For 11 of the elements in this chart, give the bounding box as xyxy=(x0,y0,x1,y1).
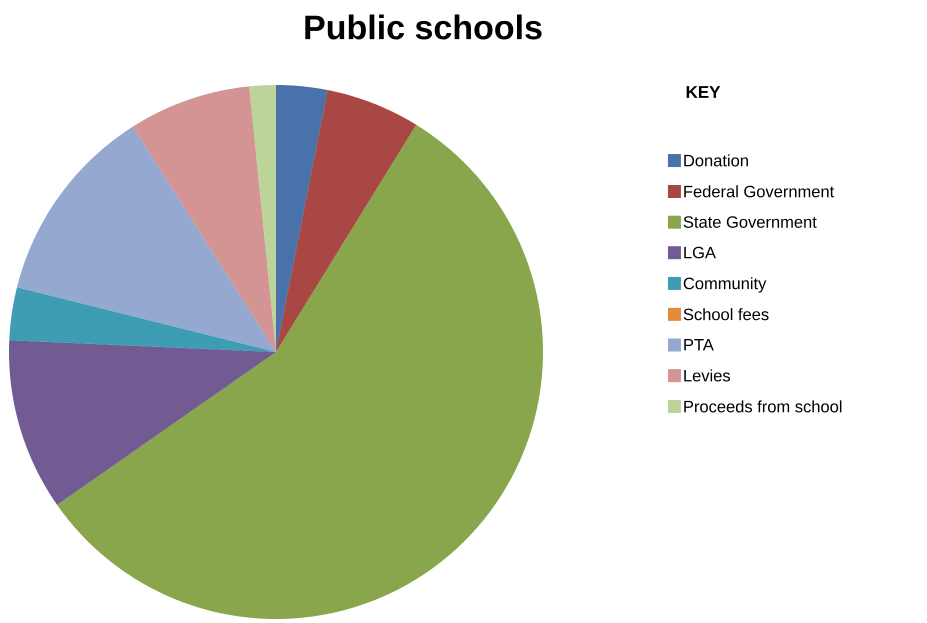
legend-label: PTA xyxy=(684,339,714,350)
legend-label: Proceeds from school xyxy=(684,400,842,412)
legend-label: Levies xyxy=(684,369,730,382)
legend-label: State Government xyxy=(684,216,817,228)
legend-label: School fees xyxy=(684,308,769,320)
legend-label: Donation xyxy=(684,154,748,166)
legend-title: KEY xyxy=(686,86,720,98)
legend-label: LGA xyxy=(684,246,716,258)
legend-label: Community xyxy=(684,277,766,293)
legend-label: Federal Government xyxy=(684,185,834,198)
chart-title: Public schools xyxy=(305,14,542,40)
